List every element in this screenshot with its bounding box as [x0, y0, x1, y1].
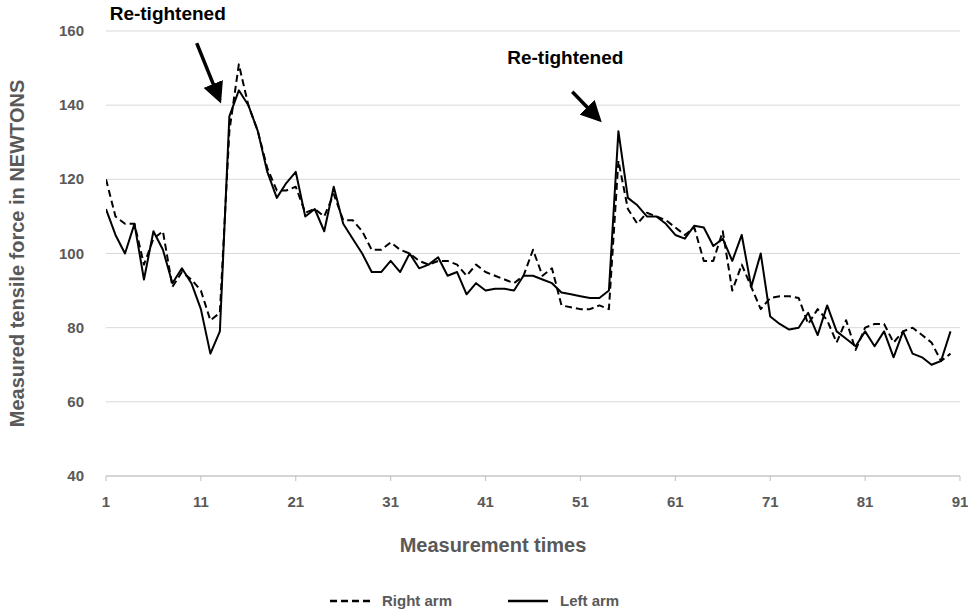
- y-tick-label: 100: [59, 245, 84, 262]
- x-tick-label: 31: [382, 493, 399, 510]
- x-tick-label: 1: [102, 493, 110, 510]
- plot-area: [106, 64, 951, 364]
- chart: 4060801001201401601112131415161718191Mea…: [0, 0, 968, 612]
- x-tick: [295, 476, 296, 481]
- grid-line: [106, 253, 960, 254]
- y-tick-label: 80: [67, 319, 84, 336]
- x-tick-label: 61: [667, 493, 684, 510]
- y-tick-label: 60: [67, 393, 84, 410]
- x-tick-label: 21: [287, 493, 304, 510]
- x-tick: [675, 476, 676, 481]
- y-tick-label: 40: [67, 467, 84, 484]
- legend-swatch: [330, 600, 370, 603]
- y-tick-label: 140: [59, 96, 84, 113]
- legend-swatch: [508, 600, 548, 603]
- x-tick-label: 51: [572, 493, 589, 510]
- grid-line: [106, 476, 960, 477]
- x-tick-label: 71: [762, 493, 779, 510]
- x-tick-label: 41: [477, 493, 494, 510]
- x-tick: [865, 476, 866, 481]
- y-tick-label: 120: [59, 170, 84, 187]
- grid-line: [106, 31, 960, 32]
- annotation: Re-tightened: [507, 47, 623, 68]
- legend-label: Right arm: [382, 592, 452, 609]
- x-axis-title: Measurement times: [400, 534, 587, 556]
- y-tick-label: 160: [59, 22, 84, 39]
- x-tick: [580, 476, 581, 481]
- grid-line: [106, 401, 960, 402]
- series-line: [106, 90, 951, 364]
- annotation: Re-tightened: [110, 3, 226, 24]
- x-tick: [106, 476, 107, 481]
- x-tick: [390, 476, 391, 481]
- x-tick-label: 81: [857, 493, 874, 510]
- x-tick-label: 91: [952, 493, 968, 510]
- annotation-arrow: [572, 92, 599, 120]
- y-axis-title: Measured tensile force in NEWTONS: [6, 80, 28, 428]
- legend-label: Left arm: [560, 592, 619, 609]
- grid-line: [106, 327, 960, 328]
- x-tick: [200, 476, 201, 481]
- x-axis-line: [106, 476, 960, 477]
- grid-line: [106, 179, 960, 180]
- x-tick: [770, 476, 771, 481]
- x-tick: [960, 476, 961, 481]
- x-tick: [485, 476, 486, 481]
- annotation-arrow: [197, 43, 220, 100]
- x-tick-label: 11: [193, 493, 209, 510]
